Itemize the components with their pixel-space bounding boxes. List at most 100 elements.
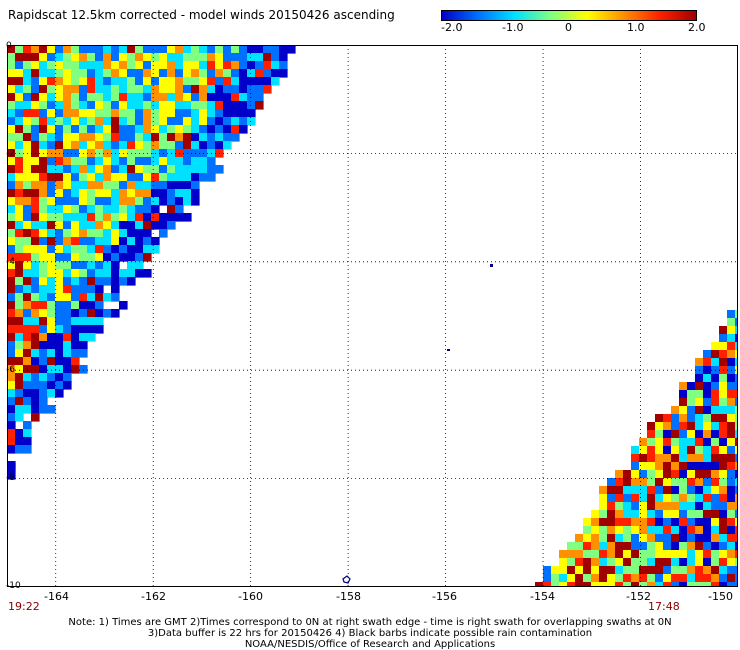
wind-diff-cell — [575, 582, 584, 587]
wind-diff-cell — [687, 398, 696, 407]
wind-diff-cell — [655, 454, 664, 463]
page-title: Rapidscat 12.5km corrected - model winds… — [8, 8, 395, 22]
wind-diff-cell — [255, 77, 264, 86]
wind-diff-cell — [23, 421, 32, 430]
wind-diff-cell — [679, 542, 688, 551]
wind-diff-cell — [719, 398, 728, 407]
wind-diff-cell — [567, 574, 576, 583]
wind-diff-cell — [71, 61, 80, 70]
wind-diff-cell — [255, 101, 264, 110]
wind-diff-cell — [7, 349, 16, 358]
wind-diff-cell — [55, 389, 64, 398]
wind-diff-cell — [23, 437, 32, 446]
wind-diff-cell — [127, 141, 136, 150]
wind-diff-cell — [143, 45, 152, 54]
wind-diff-cell — [255, 93, 264, 102]
wind-diff-cell — [695, 526, 704, 535]
wind-diff-cell — [167, 157, 176, 166]
wind-diff-cell — [231, 117, 240, 126]
wind-diff-cell — [15, 229, 24, 238]
wind-diff-cell — [39, 349, 48, 358]
wind-diff-cell — [207, 101, 216, 110]
wind-diff-cell — [215, 117, 224, 126]
wind-diff-cell — [55, 197, 64, 206]
wind-diff-cell — [703, 486, 712, 495]
wind-diff-cell — [711, 350, 720, 359]
wind-diff-cell — [111, 229, 120, 238]
wind-diff-cell — [191, 45, 200, 54]
wind-diff-cell — [15, 109, 24, 118]
wind-diff-cell — [607, 574, 616, 583]
wind-diff-cell — [87, 317, 96, 326]
wind-diff-cell — [79, 269, 88, 278]
wind-diff-cell — [15, 333, 24, 342]
wind-diff-cell — [79, 45, 88, 54]
wind-diff-cell — [703, 526, 712, 535]
wind-diff-cell — [127, 269, 136, 278]
wind-diff-cell — [39, 269, 48, 278]
wind-diff-cell — [663, 486, 672, 495]
wind-diff-cell — [39, 45, 48, 54]
wind-diff-cell — [695, 446, 704, 455]
wind-diff-cell — [711, 406, 720, 415]
wind-diff-cell — [55, 237, 64, 246]
wind-diff-cell — [607, 502, 616, 511]
wind-diff-cell — [719, 542, 728, 551]
wind-diff-cell — [127, 213, 136, 222]
wind-diff-cell — [111, 253, 120, 262]
wind-diff-cell — [39, 301, 48, 310]
wind-diff-cell — [103, 141, 112, 150]
wind-diff-cell — [175, 157, 184, 166]
wind-diff-cell — [15, 53, 24, 62]
wind-diff-cell — [55, 117, 64, 126]
wind-diff-cell — [223, 93, 232, 102]
wind-diff-cell — [71, 357, 80, 366]
wind-diff-cell — [119, 77, 128, 86]
wind-diff-cell — [687, 382, 696, 391]
wind-diff-cell — [663, 494, 672, 503]
wind-diff-cell — [15, 413, 24, 422]
wind-diff-cell — [239, 77, 248, 86]
wind-diff-cell — [7, 125, 16, 134]
wind-diff-cell — [143, 253, 152, 262]
wind-diff-cell — [135, 85, 144, 94]
wind-diff-cell — [631, 566, 640, 575]
wind-diff-cell — [183, 53, 192, 62]
wind-diff-cell — [55, 189, 64, 198]
wind-diff-cell — [703, 374, 712, 383]
wind-diff-cell — [695, 438, 704, 447]
wind-diff-cell — [63, 277, 72, 286]
wind-diff-cell — [255, 45, 264, 54]
wind-diff-cell — [247, 109, 256, 118]
wind-diff-cell — [31, 269, 40, 278]
wind-diff-cell — [719, 358, 728, 367]
wind-diff-cell — [159, 173, 168, 182]
wind-diff-cell — [631, 510, 640, 519]
wind-diff-cell — [87, 245, 96, 254]
wind-diff-cell — [167, 45, 176, 54]
wind-diff-cell — [7, 165, 16, 174]
wind-diff-cell — [615, 494, 624, 503]
wind-diff-cell — [167, 125, 176, 134]
wind-diff-cell — [103, 109, 112, 118]
wind-diff-cell — [143, 165, 152, 174]
wind-diff-cell — [15, 397, 24, 406]
wind-diff-cell — [631, 518, 640, 527]
wind-diff-cell — [735, 582, 738, 587]
wind-diff-cell — [159, 85, 168, 94]
wind-diff-cell — [183, 141, 192, 150]
wind-diff-cell — [111, 77, 120, 86]
wind-diff-cell — [727, 438, 736, 447]
wind-diff-cell — [183, 173, 192, 182]
wind-diff-cell — [87, 117, 96, 126]
wind-diff-cell — [607, 518, 616, 527]
wind-diff-cell — [55, 109, 64, 118]
wind-diff-cell — [663, 574, 672, 583]
wind-diff-cell — [591, 574, 600, 583]
wind-diff-cell — [23, 333, 32, 342]
wind-diff-cell — [159, 45, 168, 54]
wind-diff-cell — [79, 197, 88, 206]
wind-diff-cell — [239, 93, 248, 102]
wind-diff-cell — [231, 125, 240, 134]
wind-diff-cell — [191, 133, 200, 142]
